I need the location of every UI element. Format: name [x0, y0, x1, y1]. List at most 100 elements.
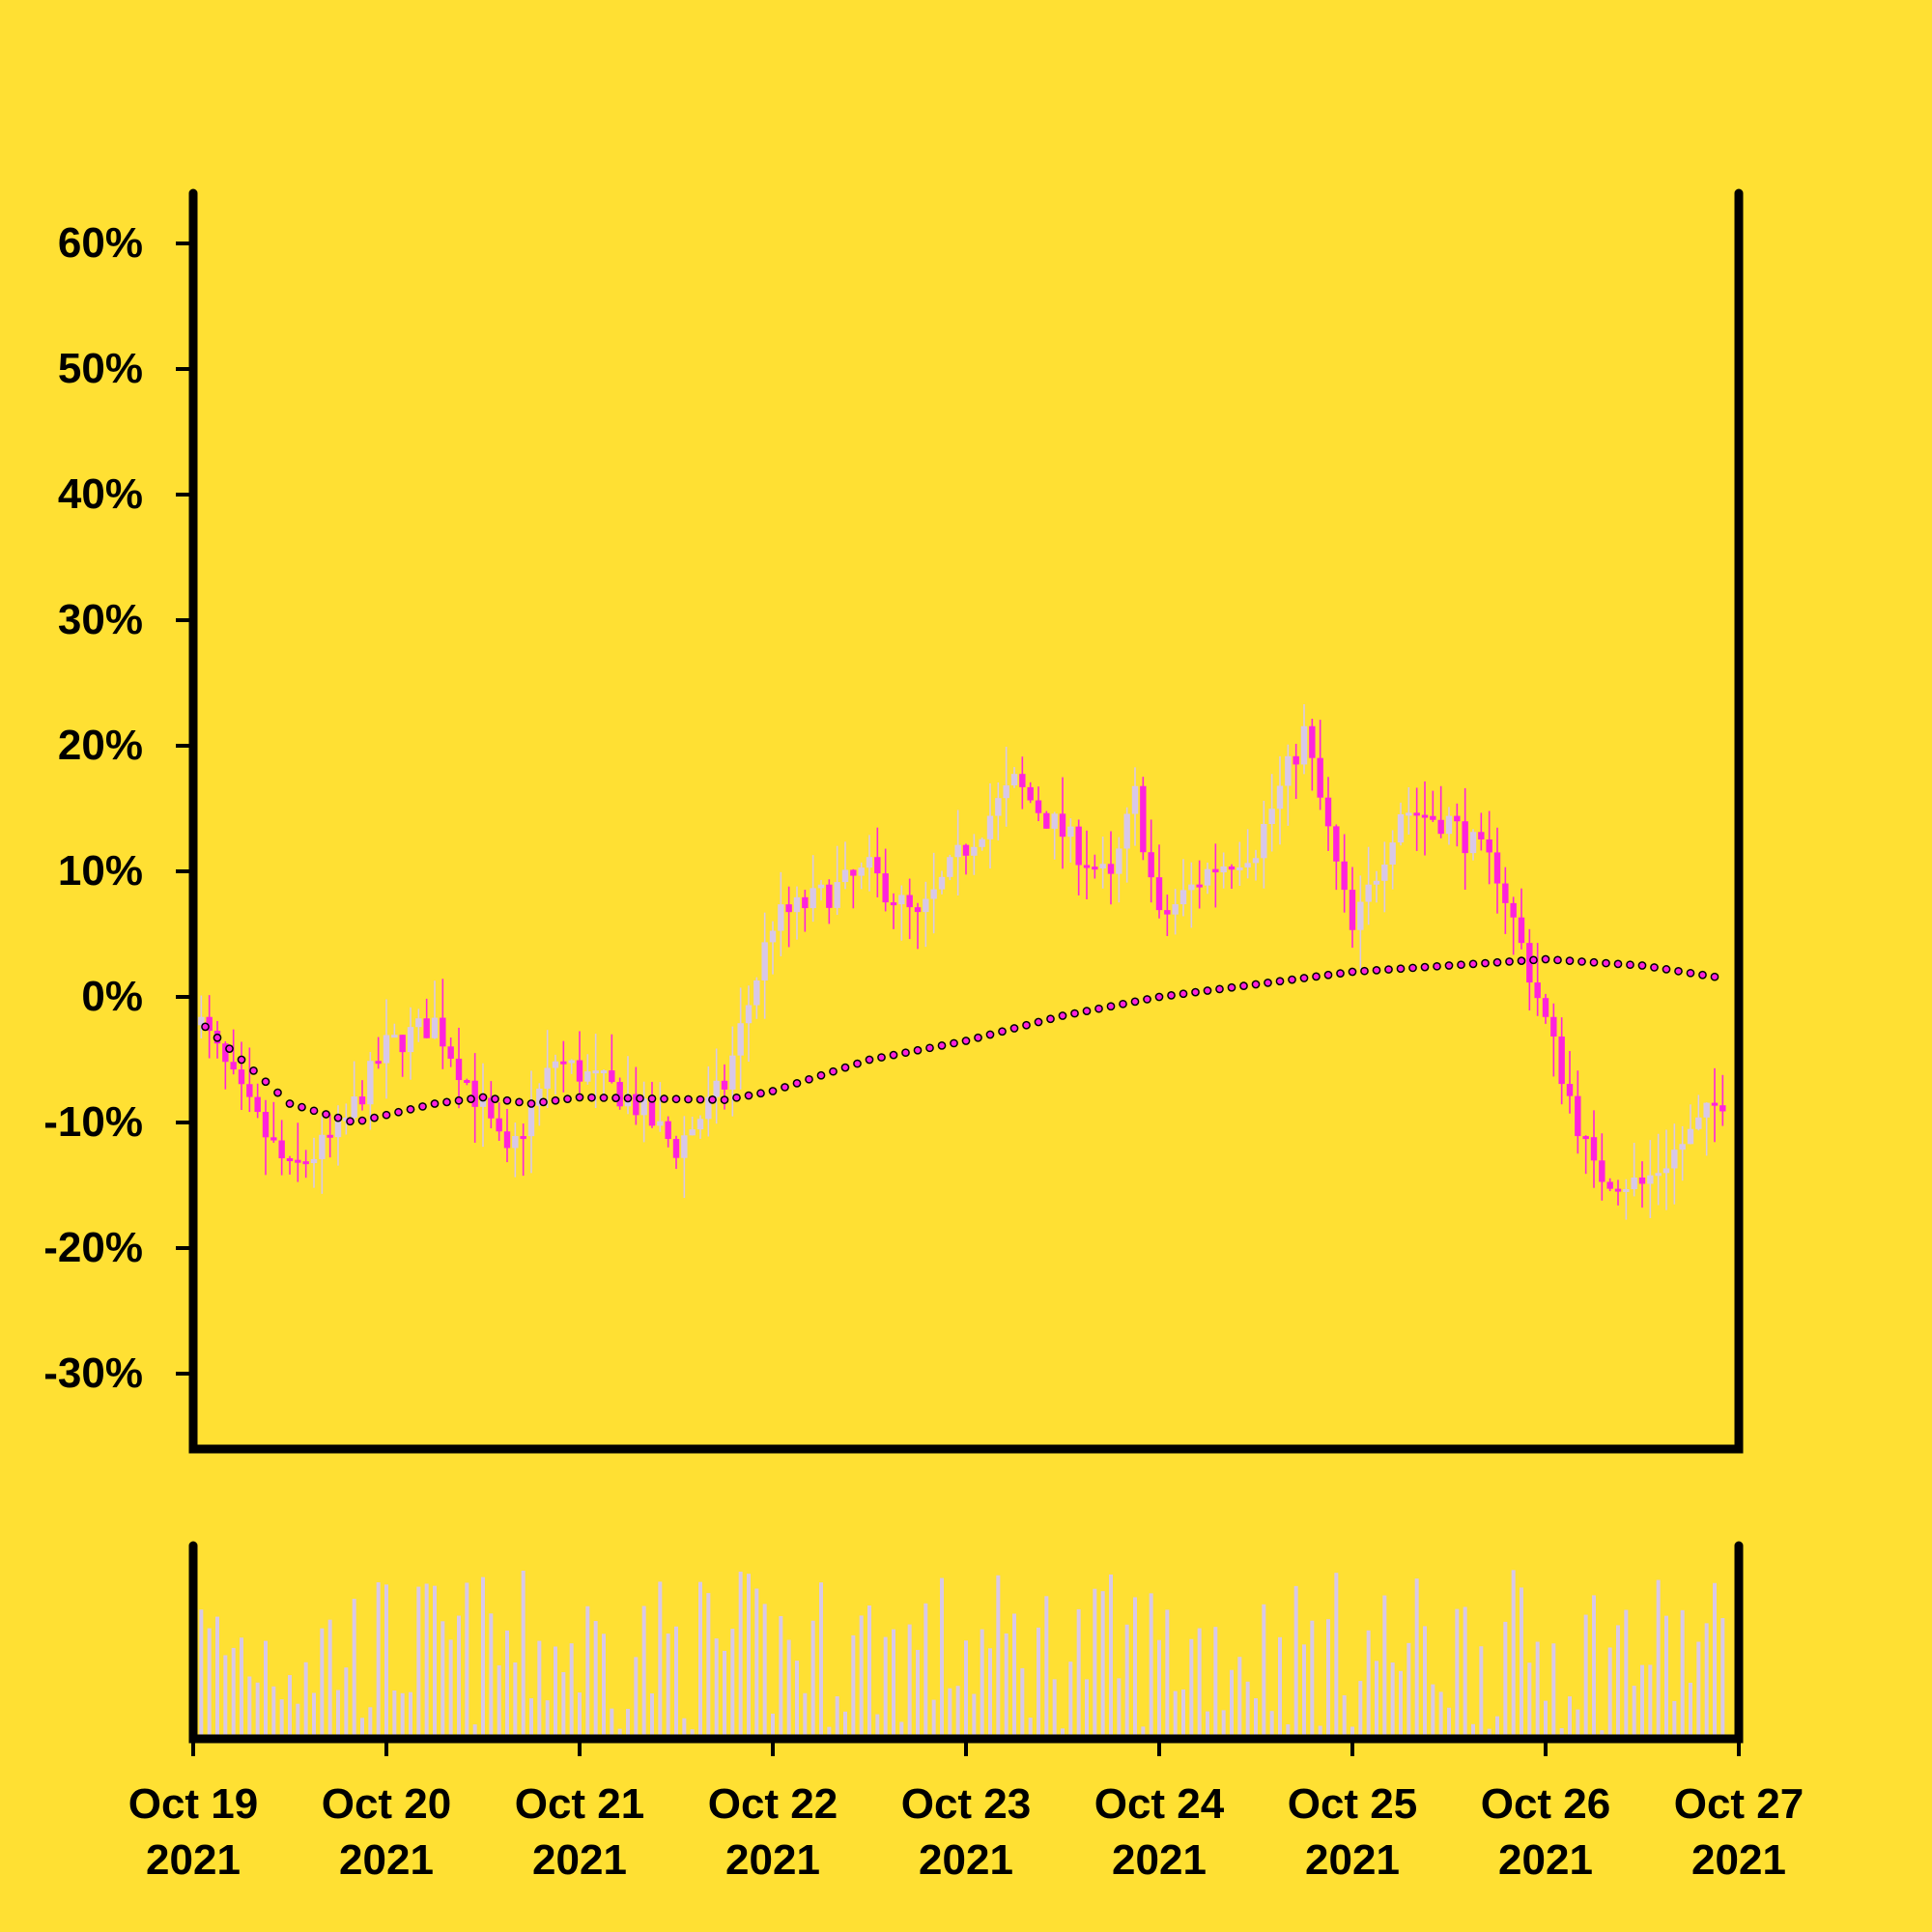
moving-average-point [502, 1095, 512, 1105]
x-tick-label: Oct 20 [322, 1780, 452, 1828]
volume-bar [569, 1643, 574, 1739]
candle-body [1140, 785, 1147, 853]
volume-bar [240, 1637, 243, 1739]
candle-body [327, 1134, 333, 1138]
volume-bar [1318, 1725, 1322, 1739]
y-tick-label: 40% [58, 470, 143, 518]
y-tick-label: -10% [43, 1098, 143, 1146]
candle-body [890, 902, 897, 906]
moving-average-point [1674, 967, 1683, 976]
volume-bar [1720, 1618, 1725, 1739]
candle-body [1123, 813, 1130, 849]
candle-body [222, 1043, 229, 1063]
candle-body [938, 876, 946, 890]
candle-body [1043, 812, 1050, 829]
candle-body [319, 1134, 326, 1159]
volume-bar [264, 1640, 268, 1739]
candle-body [431, 1017, 439, 1038]
x-tick-label: 2021 [919, 1836, 1013, 1884]
volume-bar [554, 1646, 557, 1739]
volume-bar [666, 1634, 670, 1739]
moving-average-point [587, 1093, 596, 1102]
candle-body [1164, 910, 1171, 915]
volume-bar [641, 1605, 646, 1739]
moving-average-point [1565, 956, 1575, 965]
volume-bar [626, 1709, 630, 1739]
candle-body [1228, 866, 1236, 870]
candle-body [640, 1098, 647, 1116]
volume-bar [223, 1655, 228, 1739]
volume-bar [1713, 1582, 1717, 1739]
volume-bar [1133, 1597, 1137, 1739]
moving-average-point [671, 1094, 681, 1104]
volume-bar [1157, 1639, 1161, 1739]
moving-average-point [1650, 963, 1659, 972]
moving-average-point [346, 1117, 355, 1126]
candle-body [769, 930, 777, 943]
candle-body [923, 898, 929, 913]
moving-average-point [1517, 956, 1526, 965]
candle-body [488, 1097, 495, 1119]
candle-body [737, 1023, 744, 1056]
moving-average-point [1408, 963, 1417, 973]
candle-body [979, 838, 985, 847]
candle-body [1623, 1188, 1630, 1192]
candle-body [1558, 1037, 1565, 1085]
volume-bar [320, 1628, 325, 1739]
volume-bar [1495, 1716, 1499, 1739]
candle-body [1324, 797, 1332, 827]
volume-bar [1061, 1728, 1065, 1739]
moving-average-point [636, 1094, 644, 1103]
candle-body [1317, 757, 1323, 798]
candle-body [568, 1060, 575, 1064]
x-tick-label: 2021 [532, 1836, 627, 1884]
candle-body [262, 1112, 270, 1138]
candle-body [520, 1136, 526, 1140]
candle-body [286, 1158, 294, 1162]
y-tick-label: 30% [58, 596, 143, 643]
volume-bar [1487, 1728, 1492, 1739]
moving-average-point [551, 1095, 560, 1105]
candle-body [254, 1096, 261, 1113]
moving-average-point [1396, 964, 1406, 974]
candle-body [407, 1027, 414, 1053]
candle-body [954, 844, 961, 858]
volume-bar [610, 1708, 614, 1739]
candle-body [560, 1061, 567, 1065]
candle-body [1083, 865, 1091, 868]
moving-average-point [249, 1066, 258, 1075]
volume-bar [948, 1688, 952, 1739]
moving-average-point [1046, 1014, 1055, 1024]
volume-bar [1350, 1726, 1354, 1739]
volume-bar [215, 1616, 219, 1739]
volume-bar [690, 1729, 695, 1739]
candle-body [1188, 884, 1195, 891]
volume-bar [1471, 1723, 1475, 1739]
candle-body [1172, 904, 1179, 915]
moving-average-point [1529, 955, 1538, 965]
moving-average-point [225, 1044, 234, 1053]
moving-average-point [261, 1077, 270, 1087]
volume-bar [899, 1721, 904, 1739]
candle-body [1631, 1177, 1637, 1189]
volume-bar [940, 1577, 944, 1739]
moving-average-point [732, 1093, 741, 1102]
candle-body [246, 1084, 253, 1097]
candle-body [1679, 1144, 1686, 1151]
moving-average-point [515, 1097, 524, 1107]
volume-bar [658, 1581, 663, 1739]
moving-average-point [816, 1070, 826, 1080]
x-tick-label: Oct 24 [1094, 1780, 1225, 1828]
volume-bar [1173, 1690, 1178, 1739]
candle-body [866, 857, 873, 868]
candle-body [1518, 917, 1525, 944]
volume-bar [955, 1686, 960, 1739]
moving-average-point [1637, 961, 1647, 970]
volume-bar [1503, 1621, 1508, 1739]
volume-bar [199, 1609, 204, 1739]
volume-bar [593, 1621, 598, 1739]
candle-body [527, 1105, 535, 1137]
candle-body [1099, 864, 1106, 868]
moving-average-point [1686, 968, 1695, 978]
